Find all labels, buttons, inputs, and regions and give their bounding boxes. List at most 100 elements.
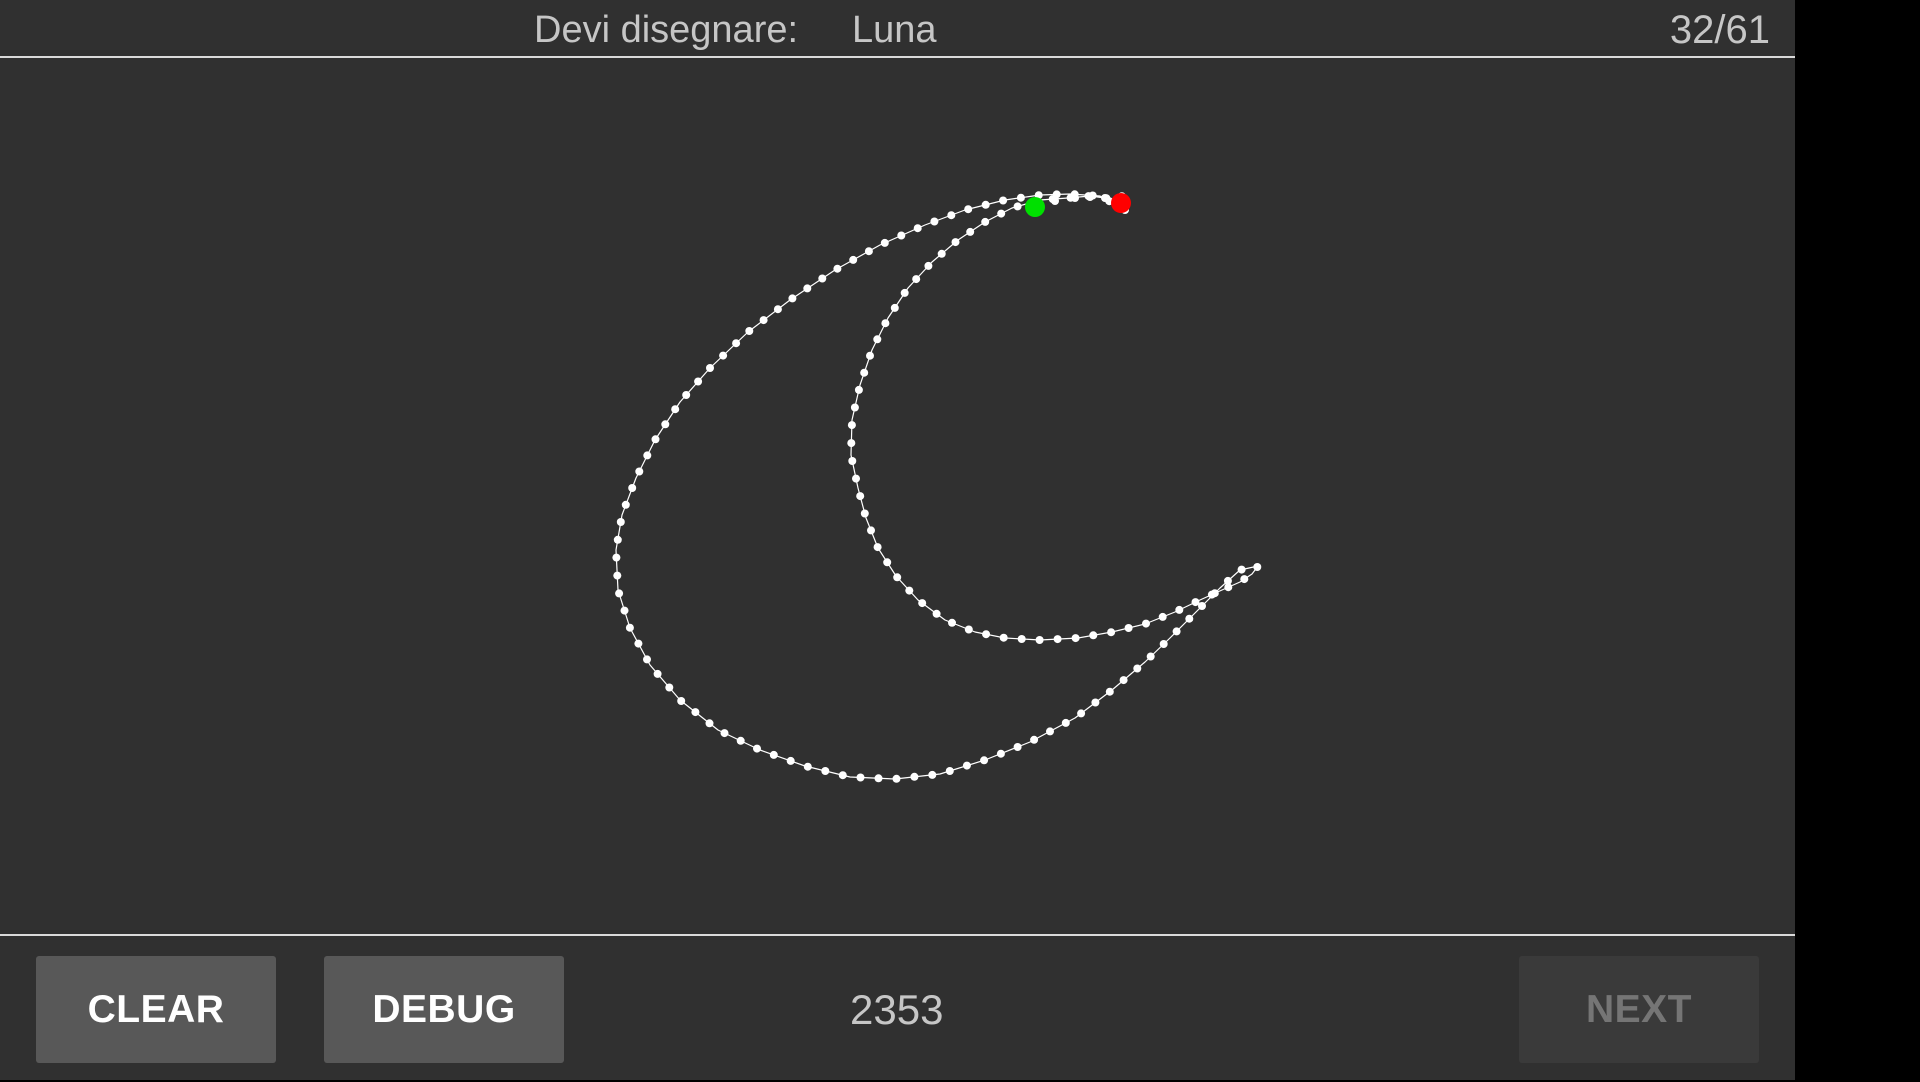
stroke-markers	[1025, 193, 1131, 217]
stroke-point	[719, 351, 728, 360]
drawing-canvas[interactable]	[0, 58, 1795, 934]
stroke-point	[1101, 194, 1109, 202]
stroke-point	[982, 630, 991, 639]
stroke-point	[912, 275, 921, 284]
stroke-point	[1071, 634, 1080, 643]
stroke-point	[847, 439, 856, 448]
stroke-point	[996, 749, 1005, 758]
stroke-point	[1185, 614, 1194, 623]
stroke-point	[1191, 598, 1200, 607]
stroke-point	[864, 247, 873, 256]
score-readout: 2353	[850, 986, 944, 1033]
stroke-point	[1223, 576, 1232, 585]
stroke-point	[803, 762, 812, 771]
stroke-point	[883, 558, 892, 567]
clear-button[interactable]: CLEAR	[36, 956, 276, 1063]
stroke-point	[847, 421, 856, 430]
stroke-point	[860, 368, 869, 377]
stroke-point	[966, 227, 975, 236]
stroke-line	[615, 193, 1259, 780]
stroke-point	[900, 288, 909, 297]
stroke-point	[612, 553, 621, 562]
stroke-point	[848, 457, 857, 465]
stroke-point	[948, 618, 956, 627]
stroke-point	[1224, 583, 1233, 592]
stroke-point	[838, 771, 847, 780]
stroke-point	[1013, 743, 1022, 751]
stroke-point	[867, 526, 875, 535]
stroke-point	[1142, 619, 1150, 628]
stroke-point	[890, 303, 899, 312]
stroke-point	[854, 385, 863, 394]
stroke-point	[1253, 563, 1262, 571]
stroke-point	[1030, 735, 1039, 744]
stroke-point	[803, 284, 812, 293]
stroke-point	[1016, 193, 1025, 202]
stroke-point	[849, 255, 858, 264]
stroke-point	[866, 351, 874, 360]
stroke-point	[694, 377, 703, 386]
prompt-word: Luna	[852, 9, 937, 51]
stroke-point	[981, 200, 990, 209]
stroke-point	[1240, 575, 1249, 584]
stroke-point	[850, 403, 859, 412]
debug-button[interactable]: DEBUG	[324, 956, 564, 1063]
stroke-point	[1107, 628, 1116, 637]
stroke-point	[930, 217, 939, 226]
stroke-point	[788, 294, 797, 303]
stroke-point	[856, 492, 865, 501]
stroke-point	[980, 756, 989, 765]
stroke-point	[705, 719, 714, 728]
stroke-point	[625, 623, 634, 632]
stroke-point	[997, 209, 1006, 218]
stroke-point	[671, 405, 680, 414]
stroke-point	[918, 599, 927, 608]
stroke-point	[892, 774, 901, 783]
stroke-point	[981, 217, 990, 226]
stroke-point	[924, 261, 933, 270]
app-window: Devi disegnare: Luna 32/61 CLEAR DEBUG 2…	[0, 0, 1795, 1080]
stroke-point	[881, 319, 890, 328]
stroke-point	[860, 509, 869, 518]
stroke-point	[964, 625, 973, 634]
stroke-point	[874, 774, 883, 783]
stroke-point	[1158, 612, 1167, 621]
stroke-point	[1086, 193, 1094, 201]
stroke-point	[1198, 602, 1206, 610]
stroke-point	[1046, 727, 1054, 736]
stroke-point	[945, 767, 954, 775]
stroke-point	[628, 484, 637, 492]
stroke-point	[852, 474, 860, 483]
stroke-point	[1172, 627, 1181, 636]
stroke-point	[910, 772, 919, 781]
stroke-point	[1091, 698, 1100, 707]
stroke-point	[947, 211, 956, 220]
next-button[interactable]: NEXT	[1519, 956, 1759, 1063]
stroke-point	[999, 196, 1008, 205]
stroke-point	[769, 750, 778, 759]
stroke-point	[905, 586, 914, 595]
stroke-point	[753, 744, 761, 753]
stroke-point	[786, 756, 795, 765]
stroke-point	[635, 467, 644, 476]
stroke-point	[833, 264, 842, 273]
stroke-point	[613, 535, 622, 544]
stroke-point	[682, 391, 691, 399]
stroke-point	[706, 364, 714, 372]
stroke-point	[1237, 565, 1246, 574]
stroke-point	[821, 767, 830, 775]
stroke-point	[932, 609, 941, 618]
stroke-point	[928, 770, 937, 779]
stroke-point	[745, 327, 754, 335]
stroke-point	[1061, 718, 1070, 727]
stroke-point	[897, 231, 906, 240]
stroke-point	[1119, 676, 1128, 685]
stroke-point	[759, 316, 768, 325]
stroke-point	[773, 305, 782, 314]
stroke-point	[665, 683, 674, 692]
stroke-point	[818, 274, 827, 283]
stroke-point	[962, 761, 971, 770]
stroke-point	[1124, 624, 1133, 632]
stroke-end-marker	[1111, 193, 1131, 213]
stroke-point	[677, 697, 686, 705]
